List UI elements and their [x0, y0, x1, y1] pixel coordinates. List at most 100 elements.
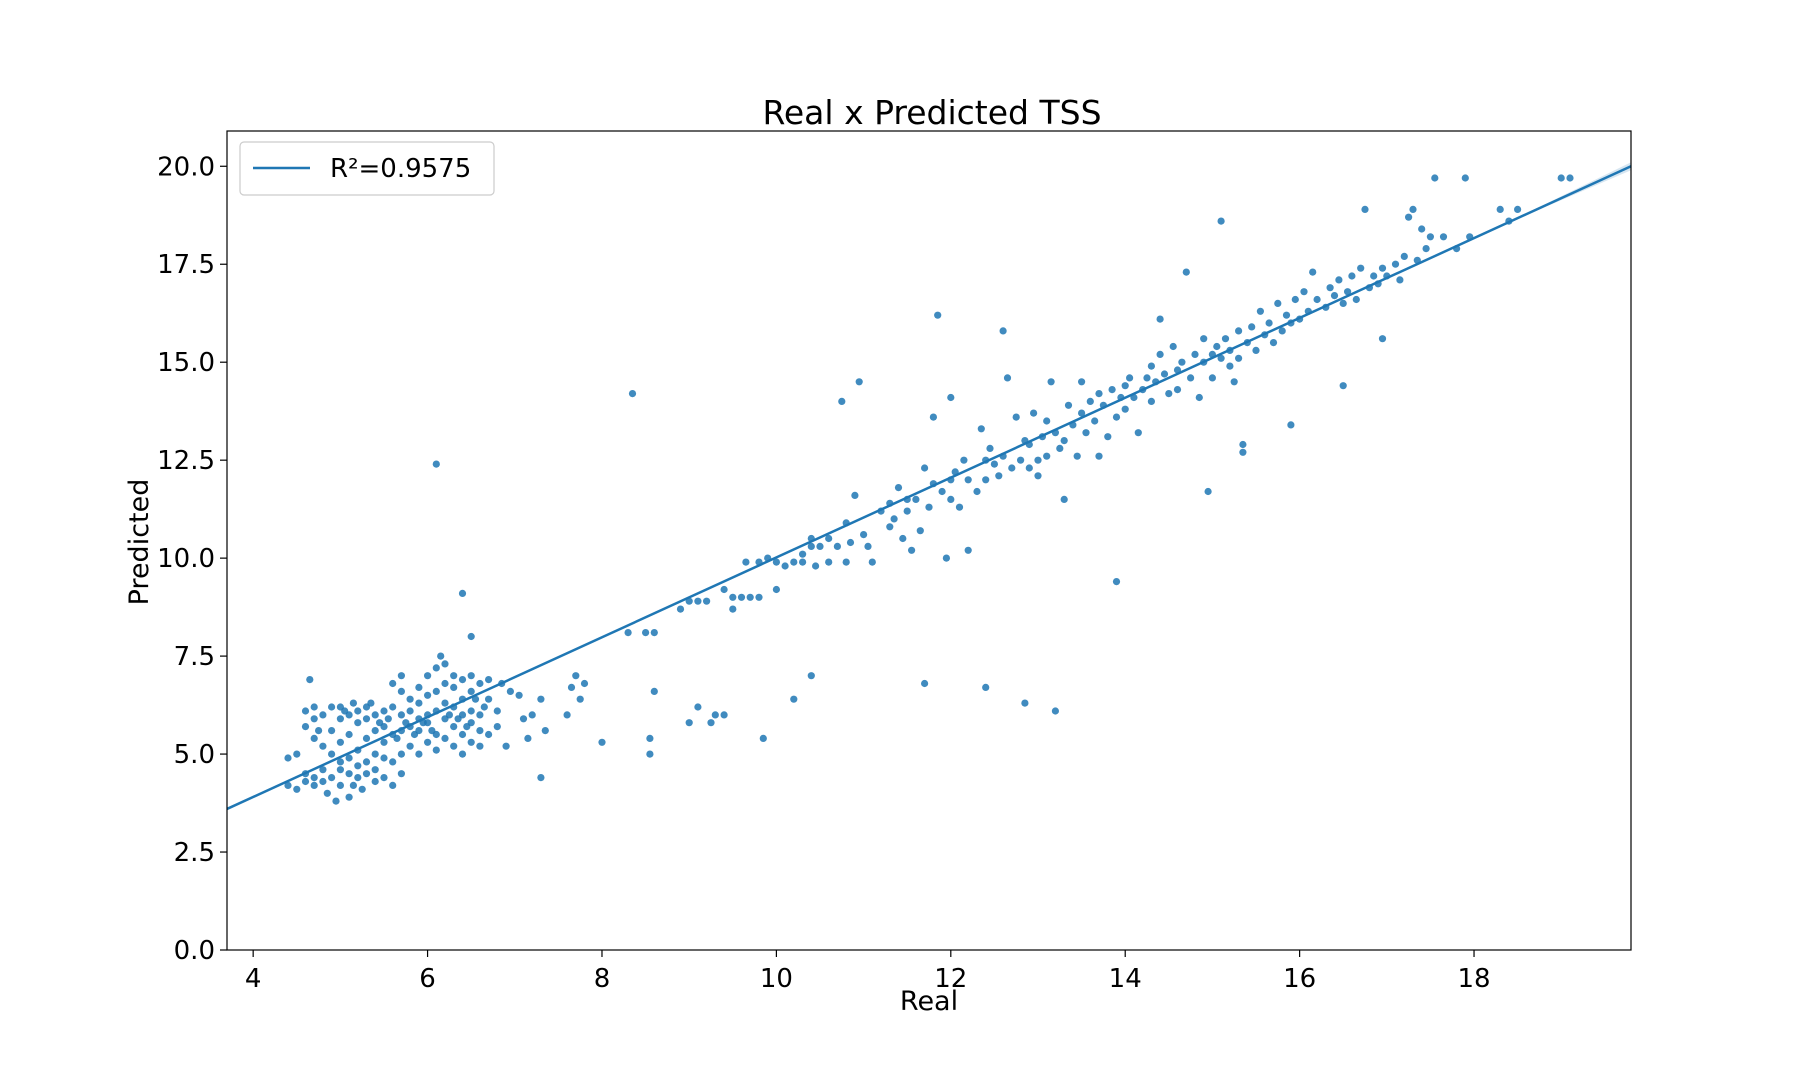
data-point — [694, 703, 702, 711]
data-point — [467, 672, 475, 680]
data-point — [1156, 315, 1164, 323]
data-point — [955, 503, 964, 511]
data-point — [1378, 335, 1387, 343]
data-point — [982, 683, 990, 692]
data-point — [323, 789, 331, 797]
data-point — [524, 734, 532, 743]
data-point — [807, 542, 815, 551]
data-point — [1112, 578, 1121, 586]
data-point — [1064, 401, 1073, 409]
data-point — [319, 777, 327, 786]
data-point — [432, 730, 440, 739]
data-point — [336, 766, 344, 774]
data-point — [646, 750, 654, 758]
data-point — [310, 774, 318, 782]
data-point — [349, 781, 357, 790]
data-point — [1182, 268, 1190, 276]
data-point — [345, 754, 353, 762]
data-point — [1121, 405, 1129, 413]
data-point — [1082, 429, 1090, 437]
data-point — [380, 707, 388, 715]
x-tick-label: 10 — [760, 964, 793, 994]
data-point — [354, 762, 362, 770]
data-point — [580, 679, 589, 688]
data-point — [1187, 374, 1195, 382]
data-point — [1091, 417, 1099, 425]
data-point — [563, 711, 571, 719]
data-point — [977, 425, 985, 433]
data-point — [947, 495, 955, 503]
y-tick-label: 12.5 — [157, 446, 215, 476]
data-point — [467, 632, 475, 641]
data-point — [990, 460, 999, 468]
data-point — [707, 719, 715, 727]
data-point — [476, 742, 484, 750]
data-point — [1313, 295, 1321, 304]
data-point — [476, 727, 484, 735]
data-point — [397, 770, 405, 778]
data-point — [1047, 378, 1055, 386]
data-point — [842, 558, 850, 566]
data-point — [1217, 354, 1225, 362]
data-point — [1361, 205, 1369, 213]
data-point — [755, 593, 763, 601]
data-point — [424, 691, 432, 699]
data-point — [908, 546, 916, 554]
data-point — [389, 781, 397, 790]
data-point — [1326, 284, 1334, 292]
data-point — [1496, 205, 1504, 213]
data-point — [345, 730, 353, 739]
data-point — [493, 707, 501, 715]
data-point — [1300, 288, 1308, 296]
data-point — [1514, 205, 1522, 213]
data-point — [450, 672, 458, 680]
data-point — [319, 711, 327, 719]
data-point — [1104, 433, 1112, 441]
data-point — [799, 558, 807, 566]
regression-confidence-band — [1491, 162, 1631, 231]
data-point — [458, 730, 467, 739]
data-point — [1126, 374, 1134, 382]
data-point — [371, 727, 379, 735]
data-point — [1078, 409, 1086, 417]
y-axis: 0.0 2.5 5.0 7.5 10.0 12.5 15.0 17.5 20.0 — [157, 152, 227, 966]
data-point — [1030, 409, 1038, 417]
data-point — [973, 487, 981, 496]
data-point — [1017, 456, 1025, 464]
legend-entry-label: R²=0.9575 — [330, 154, 471, 184]
data-point — [1204, 487, 1212, 496]
data-point — [703, 597, 711, 605]
y-tick-label: 15.0 — [157, 348, 215, 378]
x-axis: 4 6 8 10 12 14 16 18 — [245, 950, 1491, 994]
data-point — [471, 695, 480, 703]
data-point — [301, 707, 310, 715]
data-point — [694, 597, 702, 605]
data-point — [332, 797, 340, 805]
data-point — [424, 719, 432, 727]
data-point — [310, 715, 318, 723]
data-point — [406, 742, 414, 750]
y-tick-label: 2.5 — [174, 838, 215, 868]
data-point — [389, 703, 397, 711]
data-point — [1439, 233, 1448, 241]
data-point — [336, 781, 344, 790]
data-point — [393, 734, 401, 743]
data-point — [1073, 452, 1081, 460]
data-point — [450, 723, 458, 731]
data-point — [642, 629, 650, 637]
data-point — [1121, 382, 1129, 390]
data-point — [790, 695, 798, 703]
data-point — [982, 476, 990, 484]
data-point — [467, 719, 475, 727]
data-point — [1043, 417, 1051, 425]
data-point — [450, 683, 458, 692]
data-point — [772, 585, 781, 594]
data-point — [1043, 452, 1051, 460]
data-point — [415, 699, 423, 707]
data-point — [646, 734, 654, 743]
data-point — [380, 723, 388, 731]
data-point — [480, 703, 488, 711]
data-point — [336, 758, 344, 766]
data-point — [720, 711, 728, 719]
